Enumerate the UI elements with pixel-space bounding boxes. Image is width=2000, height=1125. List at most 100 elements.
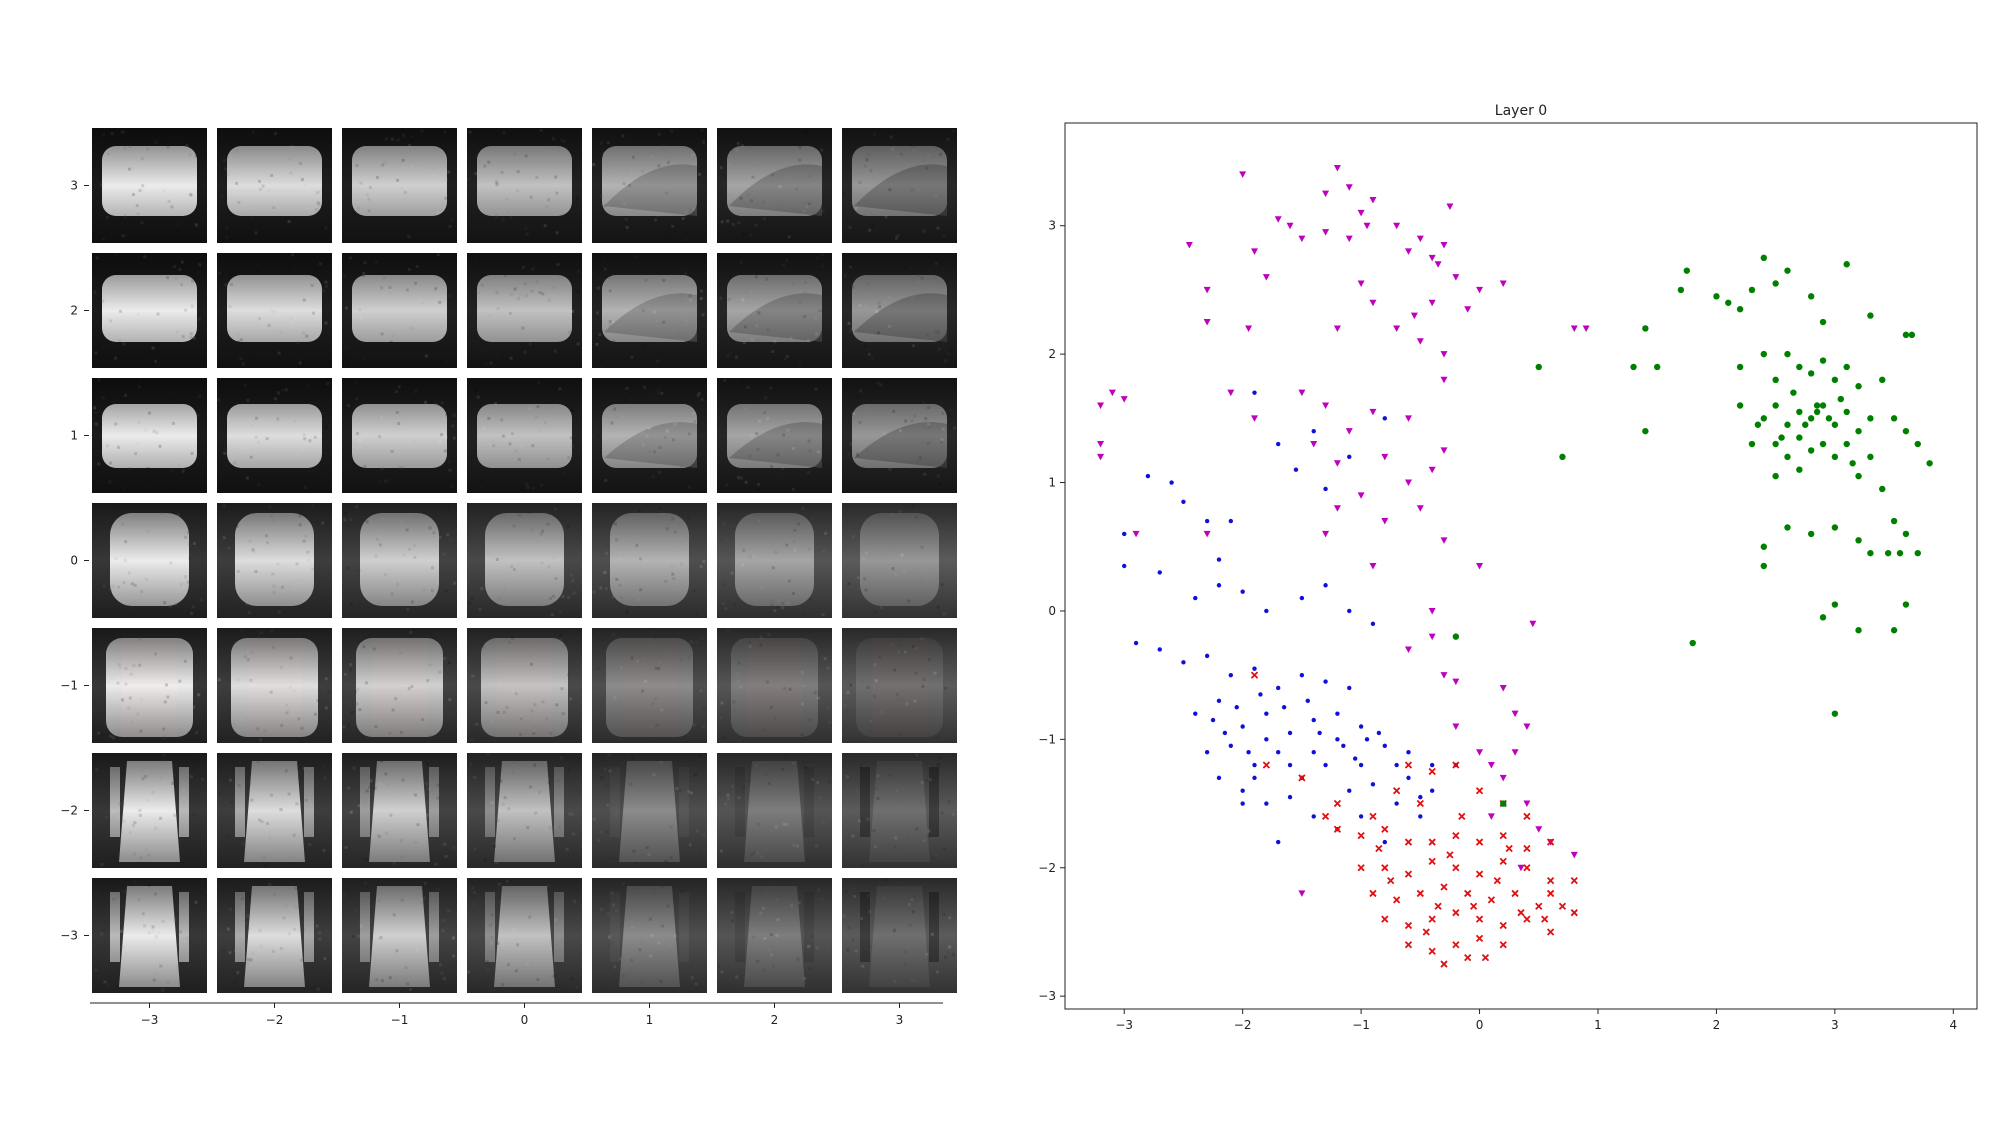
scatter-point: [1234, 705, 1239, 710]
scatter-point: [1322, 530, 1330, 538]
scatter-point: [1499, 832, 1507, 840]
scatter-point: [1446, 203, 1454, 210]
scatter-point: [1369, 889, 1377, 898]
scatter-point: [1381, 453, 1389, 461]
scatter-point: [1410, 312, 1418, 320]
grid-image-cell: [217, 378, 332, 493]
scatter-point: [1404, 646, 1412, 653]
scatter-point: [1499, 857, 1507, 865]
scatter-point: [1311, 749, 1316, 755]
scatter-point: [1404, 415, 1412, 422]
scatter-point: [1298, 890, 1306, 897]
scatter-point: [1487, 896, 1496, 904]
scatter-point: [1193, 711, 1198, 716]
scatter-point: [1784, 421, 1791, 428]
scatter-point: [1475, 838, 1484, 846]
scatter-point: [1523, 800, 1531, 808]
scatter-point: [1382, 416, 1387, 421]
scatter-point: [1908, 331, 1916, 339]
scatter-point: [1203, 530, 1211, 538]
scatter-point: [1570, 909, 1578, 917]
grid-image-cell: [717, 753, 832, 868]
scatter-point: [1831, 524, 1839, 531]
scatter-point: [1819, 318, 1827, 326]
scatter-point: [1347, 685, 1352, 691]
scatter-point: [1120, 396, 1128, 403]
scatter-point: [1264, 801, 1269, 806]
scatter-point: [1784, 267, 1791, 274]
grid-y-tick-label: −1: [60, 679, 78, 693]
grid-image-cell: [467, 753, 582, 868]
grid-image-cell: [842, 628, 957, 743]
scatter-point: [1169, 480, 1174, 485]
grid-image-cell: [342, 253, 457, 368]
scatter-point: [1323, 486, 1328, 492]
scatter-point: [1406, 749, 1411, 755]
scatter-point: [1393, 222, 1401, 230]
grid-image-cell: [342, 128, 457, 243]
grid-image-cell: [467, 253, 582, 368]
grid-image-cell: [92, 378, 207, 493]
scatter-point: [1333, 164, 1341, 172]
scatter-point: [1855, 427, 1862, 435]
grid-y-tick-label: −3: [60, 929, 78, 943]
scatter-point: [1363, 222, 1371, 230]
scatter-point: [1323, 679, 1328, 684]
scatter-point: [1440, 883, 1448, 891]
scatter-point: [1843, 363, 1850, 371]
scatter-point: [1181, 499, 1186, 504]
scatter-point: [1807, 370, 1815, 377]
scatter-point: [1404, 248, 1412, 255]
scatter-point: [1428, 254, 1436, 262]
scatter-point: [1228, 672, 1234, 678]
scatter-point: [1453, 762, 1459, 768]
scatter-point: [1914, 440, 1921, 448]
grid-image-cell: [217, 753, 332, 868]
scatter-point: [1323, 583, 1328, 588]
scatter-point: [1204, 749, 1210, 755]
scatter-point: [1275, 749, 1281, 755]
grid-image-cell: [467, 628, 582, 743]
scatter-point: [1796, 363, 1803, 371]
scatter-point: [1867, 312, 1874, 319]
scatter-point: [1311, 814, 1316, 819]
scatter-point: [1394, 801, 1399, 806]
scatter-point: [1347, 788, 1352, 793]
scatter-point: [1370, 621, 1376, 626]
scatter-point: [1879, 485, 1886, 493]
scatter-point: [1440, 351, 1448, 358]
scatter-point: [1416, 235, 1424, 243]
scatter-point: [1245, 325, 1253, 332]
scatter-point: [1689, 639, 1696, 647]
grid-image-cell: [342, 378, 457, 493]
scatter-x-tick-label: −3: [1115, 1018, 1133, 1032]
scatter-point: [1429, 762, 1435, 768]
scatter-point: [1464, 954, 1472, 962]
scatter-point: [1452, 633, 1460, 640]
scatter-point: [1796, 408, 1803, 416]
scatter-point: [1813, 408, 1821, 416]
scatter-point: [1251, 248, 1259, 255]
scatter-point: [1358, 814, 1364, 819]
scatter-point: [1493, 876, 1501, 885]
scatter-point: [1181, 660, 1186, 665]
scatter-point: [1357, 832, 1365, 840]
scatter-point: [1813, 402, 1821, 409]
scatter-point: [1416, 338, 1424, 345]
scatter-point: [1452, 832, 1460, 840]
scatter-y-tick-label: −1: [1038, 732, 1056, 746]
scatter-point: [1713, 293, 1720, 300]
scatter-point: [1275, 839, 1281, 845]
scatter-point: [1452, 761, 1460, 769]
scatter-point: [1831, 601, 1839, 608]
scatter-point: [1630, 363, 1637, 371]
scatter-point: [1358, 724, 1364, 729]
scatter-point: [1475, 787, 1484, 795]
scatter-point: [1393, 787, 1401, 795]
grid-image-cell: [592, 628, 707, 743]
scatter-point: [1523, 915, 1531, 923]
scatter-point: [1855, 537, 1862, 544]
scatter-point: [1867, 549, 1874, 557]
scatter-point: [1547, 839, 1555, 846]
scatter-point: [1311, 717, 1316, 723]
